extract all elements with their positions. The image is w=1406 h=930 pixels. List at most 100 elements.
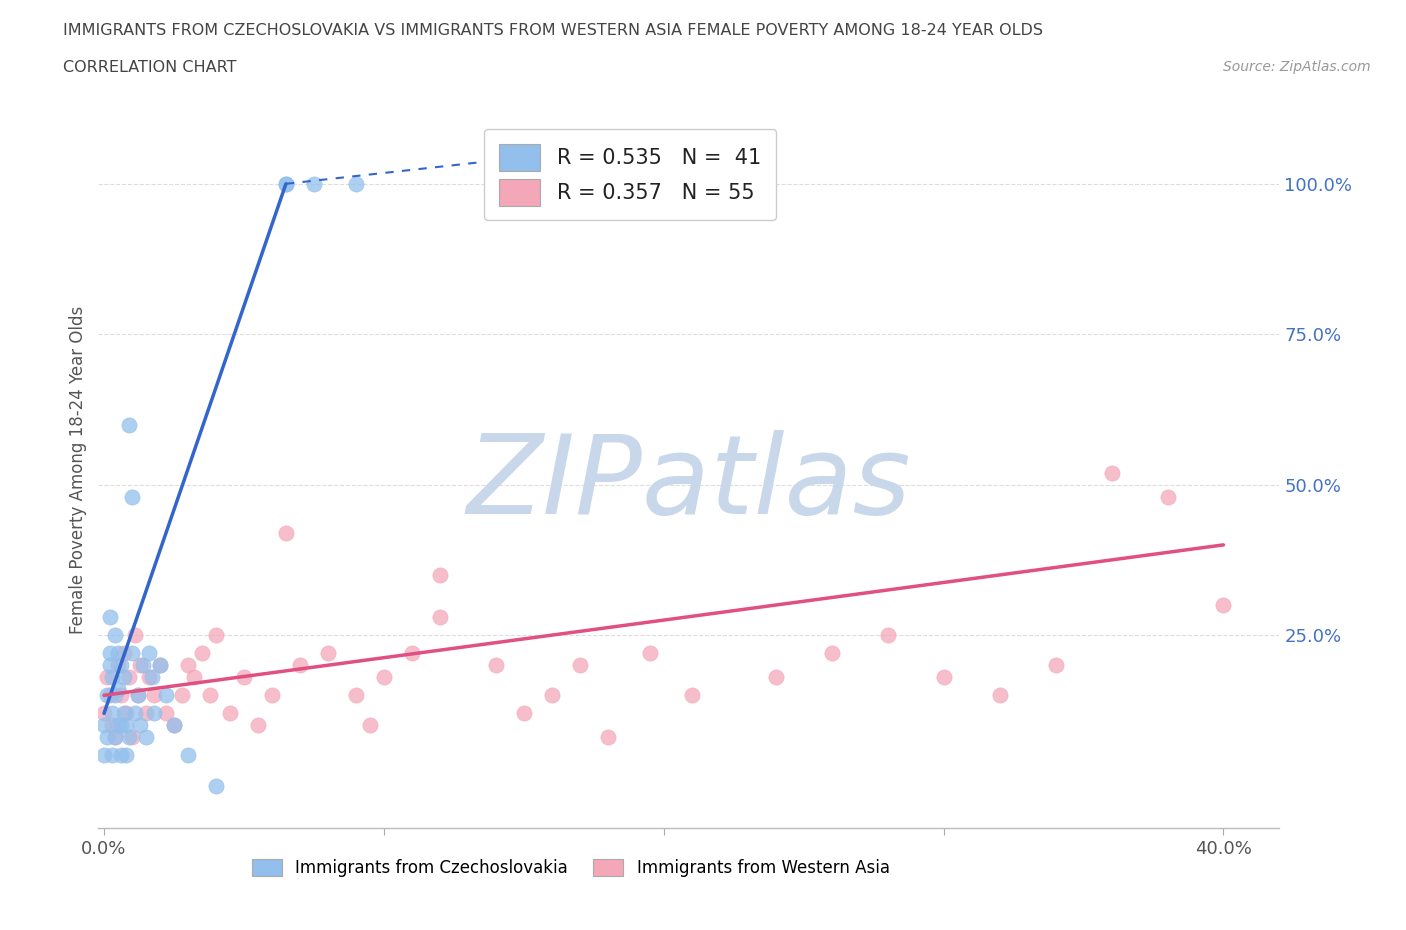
Point [596,730,619,745]
Point [104,628,127,643]
Text: CORRELATION CHART: CORRELATION CHART [63,60,236,75]
Point [149,658,172,672]
Point [172,688,194,703]
Point [124,706,146,721]
Point [149,658,172,672]
Point [143,688,166,703]
Point [93,718,115,733]
Point [110,718,132,733]
Point [155,706,177,721]
Point [121,645,143,660]
Point [513,706,536,721]
Point [107,682,129,697]
Point [568,658,591,672]
Point [96,730,118,745]
Point [177,748,200,763]
Point [112,670,135,684]
Point [101,718,124,733]
Point [302,177,325,192]
Legend: Immigrants from Czechoslovakia, Immigrants from Western Asia: Immigrants from Czechoslovakia, Immigran… [246,852,896,883]
Point [540,688,562,703]
Point [155,688,177,703]
Point [163,718,186,733]
Point [98,645,121,660]
Point [141,670,163,684]
Point [274,177,297,192]
Point [121,489,143,504]
Point [98,658,121,672]
Point [107,718,129,733]
Point [110,688,132,703]
Point [1045,658,1067,672]
Point [429,567,451,582]
Point [132,658,155,672]
Point [96,670,118,684]
Point [274,177,297,192]
Point [205,628,228,643]
Point [246,718,269,733]
Point [429,610,451,625]
Point [104,730,127,745]
Point [93,748,115,763]
Point [124,628,146,643]
Point [101,670,124,684]
Point [233,670,256,684]
Point [988,688,1011,703]
Point [401,645,423,660]
Point [344,177,367,192]
Point [135,706,157,721]
Text: ZIPatlas: ZIPatlas [467,431,911,538]
Point [1156,489,1178,504]
Point [821,645,844,660]
Point [316,645,339,660]
Point [177,658,200,672]
Point [112,706,135,721]
Point [112,645,135,660]
Point [96,688,118,703]
Point [183,670,205,684]
Point [118,670,141,684]
Point [129,718,152,733]
Point [110,658,132,672]
Point [127,688,149,703]
Point [200,688,222,703]
Point [191,645,214,660]
Point [115,748,138,763]
Point [129,658,152,672]
Y-axis label: Female Poverty Among 18-24 Year Olds: Female Poverty Among 18-24 Year Olds [69,306,87,633]
Point [485,658,508,672]
Point [876,628,898,643]
Text: IMMIGRANTS FROM CZECHOSLOVAKIA VS IMMIGRANTS FROM WESTERN ASIA FEMALE POVERTY AM: IMMIGRANTS FROM CZECHOSLOVAKIA VS IMMIGR… [63,23,1043,38]
Point [121,730,143,745]
Point [118,730,141,745]
Point [115,706,138,721]
Point [765,670,787,684]
Point [98,688,121,703]
Point [638,645,661,660]
Point [359,718,381,733]
Point [110,748,132,763]
Point [138,670,160,684]
Point [932,670,955,684]
Point [118,417,141,432]
Point [107,645,129,660]
Point [219,706,242,721]
Point [288,658,311,672]
Point [143,706,166,721]
Point [1212,598,1234,613]
Point [373,670,395,684]
Point [681,688,703,703]
Point [98,610,121,625]
Point [115,718,138,733]
Point [135,730,157,745]
Point [101,748,124,763]
Point [138,645,160,660]
Point [107,658,129,672]
Point [101,706,124,721]
Point [274,525,297,540]
Text: Source: ZipAtlas.com: Source: ZipAtlas.com [1223,60,1371,74]
Point [260,688,283,703]
Point [104,688,127,703]
Point [163,718,186,733]
Point [344,688,367,703]
